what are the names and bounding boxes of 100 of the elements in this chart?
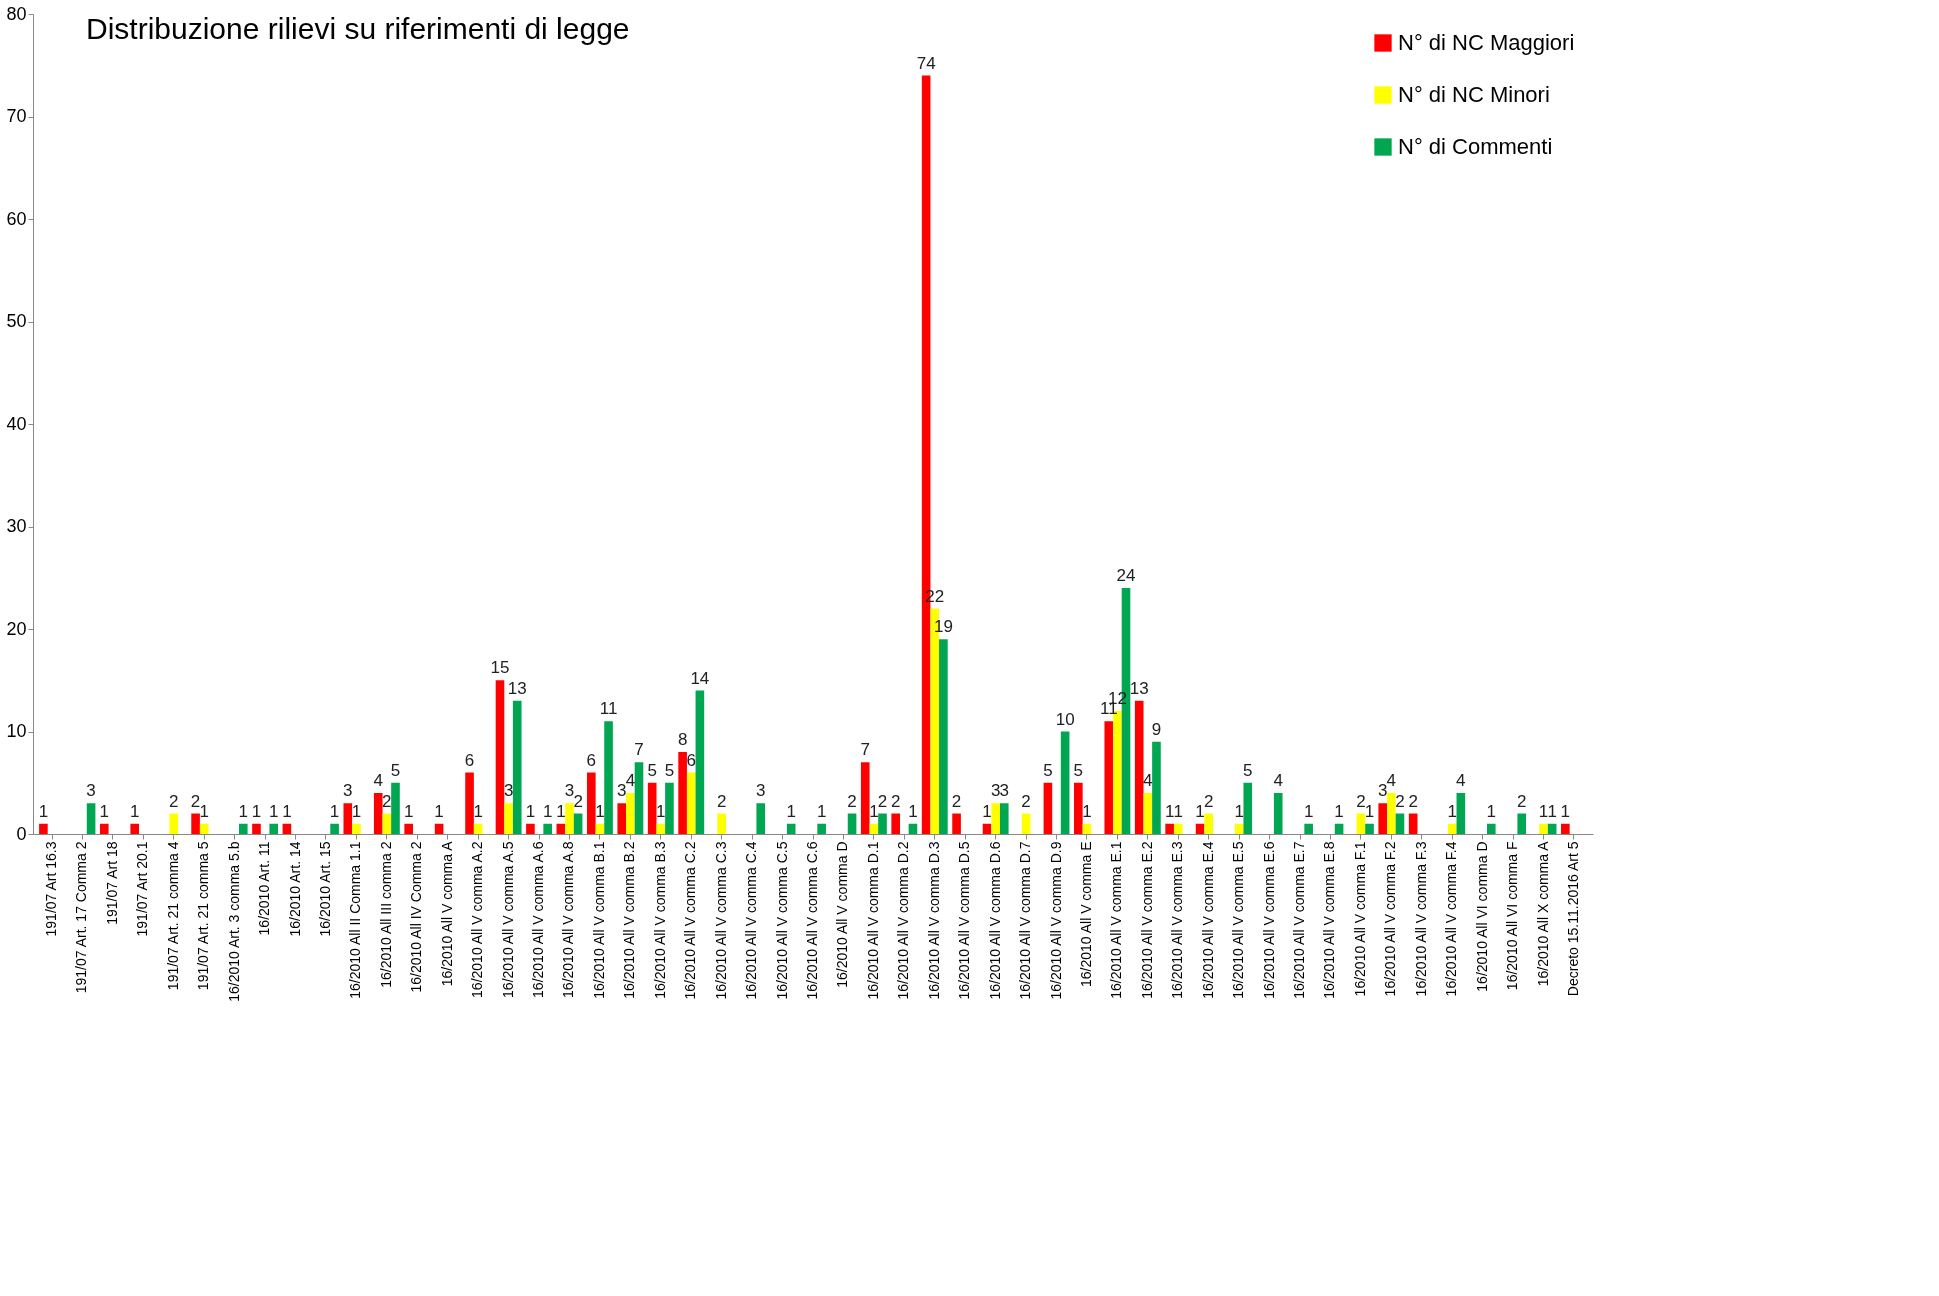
data-label: 11	[599, 699, 618, 719]
data-label: 3	[503, 781, 514, 801]
bar	[199, 823, 209, 834]
data-label: 1	[908, 801, 918, 821]
data-label: 5	[1043, 760, 1053, 780]
bar	[1082, 823, 1092, 834]
data-label: 2	[877, 791, 888, 811]
x-tick-label: 16/2010 All V comma E.6	[1260, 841, 1277, 999]
data-label: 2	[890, 791, 901, 811]
bar	[1152, 741, 1161, 834]
bar	[1273, 793, 1283, 834]
bar	[991, 803, 1000, 834]
legend-label: N° di Commenti	[1398, 134, 1553, 159]
data-label: 1	[525, 801, 536, 821]
x-tick-label: 16/2010 All V comma C.4	[743, 841, 760, 1000]
bar	[1408, 813, 1418, 834]
data-label: 3	[343, 781, 353, 801]
data-label: 1	[1560, 801, 1571, 821]
y-tick-label: 50	[6, 311, 27, 331]
bar	[573, 813, 583, 834]
x-tick-label: 191/07 Art. 17 Comma 2	[73, 841, 90, 994]
bar	[908, 823, 918, 834]
legend-label: N° di NC Minori	[1398, 82, 1550, 107]
data-label: 5	[664, 760, 675, 780]
data-label: 1	[1082, 801, 1092, 821]
bar	[1195, 823, 1205, 834]
bar	[99, 823, 109, 834]
x-tick-label: 16/2010 All V comma D.6	[986, 841, 1003, 1000]
x-tick-label: 16/2010 All V comma E	[1077, 841, 1094, 988]
data-label: 1	[38, 801, 49, 821]
x-tick-label: 16/2010 All V comma D	[834, 841, 851, 988]
bar	[1104, 721, 1114, 834]
y-tick-label: 60	[6, 208, 27, 229]
bar	[695, 690, 705, 834]
x-tick-label: 16/2010 All V comma B.1	[590, 841, 607, 999]
data-label: 2	[847, 791, 857, 811]
data-label: 1	[434, 801, 444, 821]
bar	[130, 823, 140, 834]
bar	[686, 772, 696, 834]
x-tick-label: 16/2010 All V comma F.3	[1412, 841, 1429, 997]
data-label: 1	[1538, 801, 1549, 821]
data-label: 1	[1334, 801, 1344, 821]
bar	[982, 823, 992, 834]
data-label: 9	[1151, 719, 1162, 739]
x-tick-label: 16/2010 All VI comma D	[1473, 841, 1490, 992]
bar	[1356, 813, 1366, 834]
x-tick-label: 16/2010 All V comma E.5	[1230, 841, 1247, 999]
data-label: 1	[1547, 801, 1557, 821]
data-label: 4	[1456, 771, 1466, 790]
x-tick-label: 16/2010 All V comma C.6	[804, 841, 820, 1000]
bar	[1143, 793, 1153, 834]
data-label: 2	[1516, 791, 1527, 811]
y-tick-label: 0	[16, 823, 27, 844]
bar	[565, 803, 574, 834]
bar	[999, 803, 1009, 834]
bar	[282, 823, 292, 834]
data-label: 1	[869, 801, 879, 821]
bar	[869, 823, 879, 834]
bar	[860, 762, 870, 834]
x-tick-label: 16/2010 All VI comma F	[1504, 841, 1521, 991]
x-tick-label: 16/2010 All II Comma 1.1	[347, 841, 364, 999]
data-label: 4	[625, 771, 636, 790]
bar	[543, 823, 552, 834]
bar	[1021, 813, 1031, 834]
bar	[952, 813, 961, 834]
bar	[634, 762, 644, 834]
data-label: 2	[1395, 791, 1405, 811]
bar	[847, 813, 857, 834]
data-label: 1	[1447, 801, 1457, 821]
data-label: 1	[199, 801, 209, 821]
x-tick-label: 191/07 Art 18	[103, 841, 120, 925]
bar	[39, 823, 48, 834]
data-label: 2	[951, 791, 962, 811]
bar	[404, 823, 413, 834]
bar	[512, 700, 522, 834]
data-label: 3	[1377, 781, 1388, 801]
bar	[434, 823, 444, 834]
bar	[1165, 823, 1174, 834]
data-label: 1	[1173, 801, 1183, 821]
bar	[1387, 793, 1396, 834]
data-label: 7	[634, 740, 644, 760]
x-tick-label: 16/2010 All V comma D.5	[956, 841, 973, 1000]
bar	[238, 823, 248, 834]
x-tick-label: 191/07 Art 20.1	[134, 841, 151, 937]
bar	[647, 782, 657, 834]
bar	[656, 823, 666, 834]
data-label: 1	[282, 801, 292, 821]
bar	[786, 823, 796, 834]
x-tick-label: 191/07 Art. 21 comma 4	[164, 841, 181, 991]
data-label: 1	[329, 801, 340, 821]
data-label: 1	[595, 801, 605, 821]
bar	[1243, 782, 1253, 834]
bar	[473, 823, 483, 834]
bar	[595, 823, 605, 834]
data-label: 1	[816, 801, 827, 821]
bar	[1334, 823, 1344, 834]
x-tick-label: 16/2010 All V comma A.5	[499, 841, 516, 998]
bar	[465, 772, 474, 834]
bar	[1234, 823, 1244, 834]
bar	[1134, 700, 1144, 834]
